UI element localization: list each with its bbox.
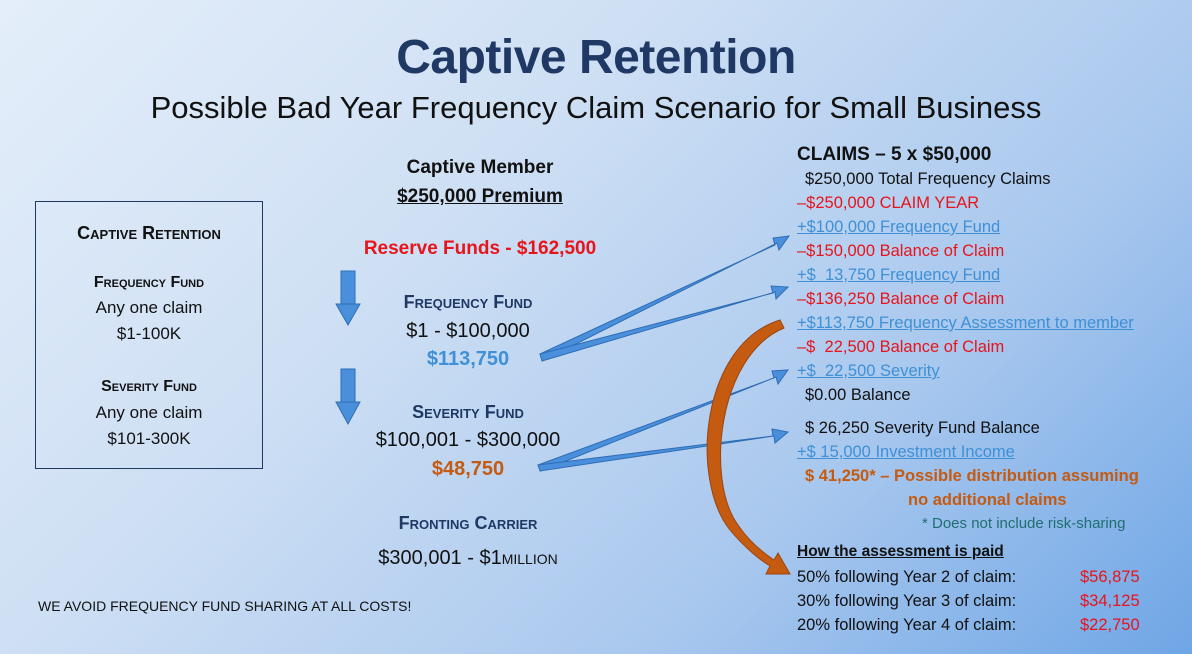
claims-line: –$150,000 Balance of Claim: [797, 242, 1005, 260]
assessment-row-amount: $56,875: [1080, 568, 1140, 586]
severity-fund-desc: Any one claim: [95, 403, 203, 422]
frequency-fund-amount: $113,750: [426, 348, 510, 370]
curved-arrow-assessment: [706, 319, 791, 575]
frequency-fund-heading-mid: Frequency Fund: [403, 292, 533, 312]
frequency-fund-desc: Any one claim: [95, 298, 203, 317]
frequency-fund-range-mid: $1 - $100,000: [406, 320, 530, 342]
severity-fund-amount: $48,750: [431, 458, 505, 480]
claims-heading: CLAIMS – 5 x $50,000: [797, 144, 992, 165]
assessment-row-label: 50% following Year 2 of claim:: [797, 568, 1017, 586]
arrow-sev-to-investment: [537, 428, 790, 472]
distribution-line-2: no additional claims: [908, 491, 1067, 509]
footer-note: WE AVOID FREQUENCY FUND SHARING AT ALL C…: [38, 598, 412, 614]
severity-fund-heading-mid: Severity Fund: [412, 402, 524, 422]
fronting-carrier-range: $300,001 - $1million: [318, 547, 618, 570]
arrow-freq-to-fund-13k: [539, 285, 790, 362]
claims-line: –$ 22,500 Balance of Claim: [797, 338, 1005, 356]
fronting-carrier-range-amount: $300,001 - $1: [378, 547, 502, 569]
assessment-row-label: 20% following Year 4 of claim:: [797, 616, 1017, 634]
claims-line: –$250,000 CLAIM YEAR: [797, 194, 980, 212]
reserve-funds-label: Reserve Funds - $162,500: [363, 238, 597, 259]
page-subtitle: Possible Bad Year Frequency Claim Scenar…: [150, 90, 1042, 125]
assessment-row-label: 30% following Year 3 of claim:: [797, 592, 1017, 610]
claims-line: +$ 22,500 Severity: [797, 362, 940, 380]
claims-line: +$113,750 Frequency Assessment to member: [797, 314, 1134, 332]
risk-sharing-footnote: * Does not include risk-sharing: [922, 515, 1126, 532]
claims-line: $0.00 Balance: [805, 386, 911, 404]
arrow-freq-to-fund-100k: [539, 235, 791, 361]
fronting-carrier-heading: Fronting Carrier: [398, 513, 538, 533]
distribution-line-1: $ 41,250* – Possible distribution assumi…: [805, 467, 1139, 485]
arrow-sev-to-severity: [537, 369, 790, 472]
captive-retention-heading: Captive Retention: [77, 223, 221, 243]
assessment-row-amount: $22,750: [1080, 616, 1140, 634]
fronting-carrier-range-unit: million: [501, 547, 558, 569]
severity-fund-range-left: $101-300K: [107, 429, 191, 448]
page-title: Captive Retention: [396, 31, 796, 84]
severity-fund-heading-left: Severity Fund: [101, 378, 197, 395]
claims-line: +$100,000 Frequency Fund: [797, 218, 1001, 236]
claims-line: –$136,250 Balance of Claim: [797, 290, 1005, 308]
claims-line: +$ 13,750 Frequency Fund: [797, 266, 1001, 284]
investment-income: +$ 15,000 Investment Income: [797, 443, 1015, 461]
severity-fund-range-mid: $100,001 - $300,000: [375, 429, 561, 451]
claims-line: $250,000 Total Frequency Claims: [805, 170, 1051, 188]
captive-retention-box: [35, 201, 263, 469]
severity-fund-balance: $ 26,250 Severity Fund Balance: [805, 419, 1040, 437]
frequency-fund-range-left: $1-100K: [116, 324, 182, 343]
down-arrow-1: [335, 270, 361, 327]
captive-member-label: Captive Member: [406, 157, 554, 178]
frequency-fund-heading-left: Frequency Fund: [93, 274, 205, 291]
assessment-row-amount: $34,125: [1080, 592, 1140, 610]
assessment-heading: How the assessment is paid: [797, 543, 1004, 560]
premium-label: $250,000 Premium: [397, 186, 563, 207]
down-arrow-2: [335, 368, 361, 426]
